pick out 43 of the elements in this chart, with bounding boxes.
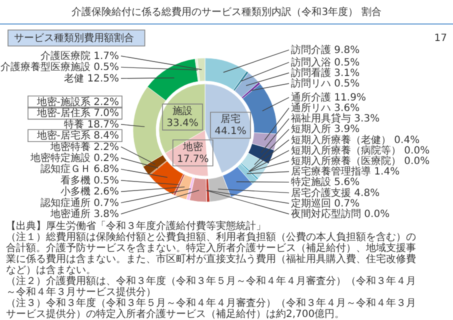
category-label: 短期入所療養（病院等） 0.0% xyxy=(291,145,430,156)
slice-label: 地密特養 2.2% xyxy=(49,140,119,153)
slice-label: 認知症通所 0.7% xyxy=(40,196,119,209)
slice-label: 施設 xyxy=(172,105,193,118)
slice-label: 訪問入浴 0.5% xyxy=(291,56,360,68)
slice-label: 小多機 2.6% xyxy=(60,186,119,198)
slice-label: 短期入所 3.9% xyxy=(291,123,360,136)
slice-label: 特定施設 5.6% xyxy=(291,176,360,188)
slice-label: 居宅 xyxy=(220,113,240,126)
data-label: 33.4% xyxy=(166,118,198,130)
slice-label: 定期巡回 0.7% xyxy=(291,197,360,210)
chart-title: 介護保険給付に係る総費用のサービス種類別内訳（令和3年度） 割合 xyxy=(72,6,382,18)
text: 地密-居住系 7.0% xyxy=(36,107,119,120)
legend-label: 短期入所療養（医療院） 0.0% xyxy=(291,155,430,167)
slice-label: 通所リハ 3.6% xyxy=(291,102,360,114)
slice-label: 特養 18.7% xyxy=(64,118,119,130)
slice-label: 老健 12.5% xyxy=(64,72,119,84)
slice-label: 地密通所 3.8% xyxy=(49,208,119,220)
slice-label: 地密特定施設 0.2% xyxy=(29,152,119,164)
slice-label: 訪問介護 9.8% xyxy=(291,44,360,56)
slice-label: 介護医療院 1.7% xyxy=(40,50,119,62)
data-label: 44.1% xyxy=(214,126,246,138)
text: 17 xyxy=(434,33,447,44)
text: （注２）介護費用額は、令和３年度（令和３年５月～令和４年４月審査分）（令和３年４月～令和４年３月サービス提供分） xyxy=(6,275,416,298)
chart-subtitle: サービス種類別費用額割合 xyxy=(14,32,134,44)
text: 【出典】厚生労働省「令和３年度介護給付費等実態統計」 xyxy=(6,220,266,232)
slice-label: 看多機 0.5% xyxy=(60,174,119,186)
slice-label: 居宅療養管理指導 1.4% xyxy=(291,166,400,178)
slice-label: 訪問看護 3.1% xyxy=(291,66,360,79)
text: （注３）令和３年度（令和３年５月～令和４年４月審査分）（令和３年４月～令和４年３月サービス提供分）の特定入所者介護サービス（補足給付）は約2,700億円。 xyxy=(6,297,416,320)
text: 地密-居宅系 8.4% xyxy=(36,130,119,142)
data-label: 17.7% xyxy=(176,154,209,165)
slice-label: 地密 xyxy=(182,140,203,153)
category-label: 夜間対応型訪問 0.0% xyxy=(291,209,390,220)
slice-label: 福祉用具貸与 3.3% xyxy=(291,112,380,125)
slice-label: 居宅介護支援 4.8% xyxy=(291,186,380,199)
slice-label: 訪問リハ 0.5% xyxy=(291,77,360,90)
slice-label: 短期入所療養（老健） 0.4% xyxy=(291,134,420,146)
slice-label: 介護療養型医療施設 0.5% xyxy=(0,61,119,74)
text: 地密-施設系 2.2% xyxy=(36,96,119,108)
text: （注１）総費用額は保険給付額と公費負担額、利用者負担額（公費の本人負担額を含む）の合計額。介護予防サービスを含まない。特定入所者介護サービス（補足給付）、地域支援事業に係る費用は含まない。また、市区町村が直接支払う費用（福祉用具購入費、住宅改修費など）は含まない。 xyxy=(6,231,416,276)
slice-label: 認知症ＧＨ 6.8% xyxy=(40,163,119,176)
slice-label: 通所介護 11.9% xyxy=(291,91,366,104)
